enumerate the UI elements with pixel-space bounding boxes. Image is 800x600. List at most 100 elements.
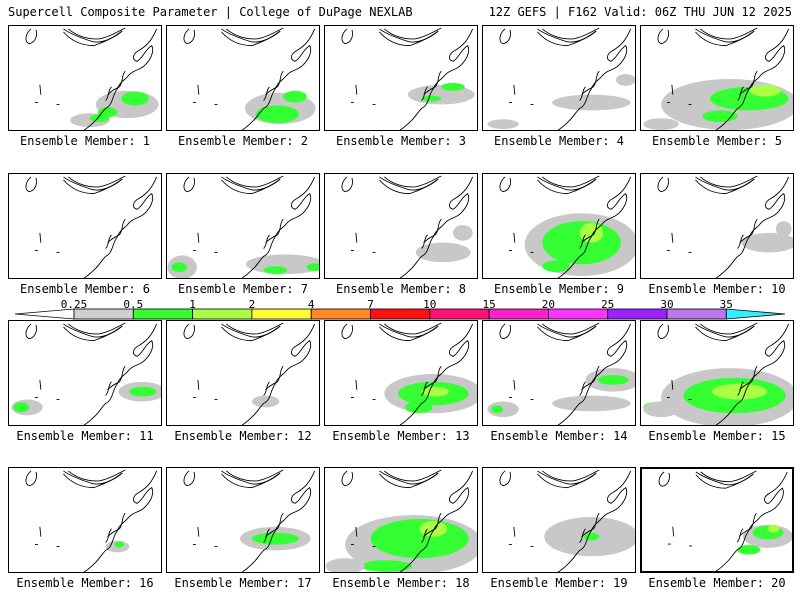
ensemble-map-svg (167, 175, 319, 278)
scp-shading (419, 520, 448, 537)
scale-low-arrow (14, 308, 75, 320)
scp-shading (487, 119, 519, 130)
ensemble-member-label: Ensemble Member: 7 (177, 282, 309, 296)
ensemble-member-map-19[interactable] (482, 467, 636, 573)
scp-shading (552, 94, 631, 111)
scp-shading (13, 402, 30, 413)
ensemble-member-map-7[interactable] (166, 173, 320, 279)
scp-shading (775, 221, 792, 237)
scale-tick-label: 10 (423, 298, 437, 311)
scale-tick-label: 4 (307, 298, 315, 311)
ensemble-map-svg (643, 27, 793, 130)
ensemble-member-map-4[interactable] (482, 25, 636, 131)
ensemble-member-label: Ensemble Member: 9 (493, 282, 625, 296)
ensemble-member-label: Ensemble Member: 17 (174, 576, 312, 590)
scp-shading (542, 260, 570, 273)
ensemble-member-map-13[interactable] (324, 320, 478, 426)
ensemble-member-label: Ensemble Member: 20 (648, 576, 786, 590)
ensemble-map-svg (487, 27, 635, 130)
ensemble-member-map-15[interactable] (640, 320, 794, 426)
scale-color-bin (488, 308, 549, 320)
ensemble-map-svg (25, 27, 159, 130)
scale-tick-label: 7 (367, 298, 374, 311)
ensemble-member-label: Ensemble Member: 1 (19, 134, 151, 148)
scale-high-arrow (725, 308, 786, 320)
scp-shading (251, 395, 280, 408)
scale-tick-label: 30 (660, 298, 674, 311)
ensemble-member-map-1[interactable] (8, 25, 162, 131)
ensemble-member-map-8[interactable] (324, 173, 478, 279)
ensemble-map-svg (499, 175, 635, 278)
ensemble-member-map-12[interactable] (166, 320, 320, 426)
color-scale-labels: 0.25 0.5 1 2 4 7 10 15 20 25 30 35 (0, 298, 800, 311)
scp-shading (597, 374, 629, 385)
ensemble-member-label: Ensemble Member: 4 (493, 134, 625, 148)
scp-shading (325, 558, 365, 572)
ensemble-member-map-2[interactable] (166, 25, 320, 131)
ensemble-map-svg (657, 175, 793, 278)
scale-tick-label: 35 (719, 298, 733, 311)
scp-shading (121, 91, 149, 106)
ensemble-member-label: Ensemble Member: 6 (19, 282, 151, 296)
ensemble-member-map-17[interactable] (166, 467, 320, 573)
ensemble-member-label: Ensemble Member: 19 (490, 576, 628, 590)
ensemble-member-map-9[interactable] (482, 173, 636, 279)
ensemble-map-svg (487, 322, 635, 425)
scp-shading (552, 395, 631, 412)
scale-color-bin (548, 308, 609, 320)
ensemble-member-map-6[interactable] (8, 173, 162, 279)
ensemble-member-label: Ensemble Member: 11 (16, 429, 154, 443)
scp-shading (360, 560, 412, 572)
ensemble-map-svg (183, 322, 316, 425)
ensemble-map-svg (25, 175, 158, 278)
scale-color-bin (429, 308, 490, 320)
ensemble-member-label: Ensemble Member: 13 (332, 429, 470, 443)
scp-shading (421, 95, 442, 102)
ensemble-map-svg (341, 27, 475, 130)
ensemble-member-label: Ensemble Member: 14 (490, 429, 628, 443)
ensemble-map-svg (341, 175, 474, 278)
ensemble-map-svg (183, 469, 316, 572)
scp-shading (491, 405, 504, 414)
ensemble-member-label: Ensemble Member: 5 (651, 134, 783, 148)
ensemble-member-label: Ensemble Member: 2 (177, 134, 309, 148)
scp-shading (171, 262, 188, 273)
page-title: Supercell Composite Parameter | College … (8, 5, 413, 19)
ensemble-map-svg (183, 27, 316, 130)
ensemble-map-svg (499, 469, 635, 572)
ensemble-member-map-10[interactable] (640, 173, 794, 279)
scale-color-bin (251, 308, 312, 320)
ensemble-member-map-16[interactable] (8, 467, 162, 573)
scale-color-bin (192, 308, 253, 320)
ensemble-member-map-20[interactable] (640, 467, 794, 573)
scp-shading (702, 110, 738, 123)
ensemble-member-label: Ensemble Member: 12 (174, 429, 312, 443)
scale-color-bin (132, 308, 194, 320)
scale-tick-label: 0.5 (123, 298, 144, 311)
scale-tick-label: 15 (482, 298, 496, 311)
ensemble-member-label: Ensemble Member: 16 (16, 576, 154, 590)
scp-shading (407, 84, 475, 105)
scale-tick-label: 2 (248, 298, 256, 311)
scp-shading (114, 541, 125, 548)
scp-shading (306, 263, 319, 272)
ensemble-member-map-5[interactable] (640, 25, 794, 131)
scp-shading (579, 223, 604, 243)
scp-shading (251, 532, 299, 545)
ensemble-member-label: Ensemble Member: 15 (648, 429, 786, 443)
ensemble-member-map-18[interactable] (324, 467, 478, 573)
valid-time-label: 12Z GEFS | F162 Valid: 06Z THU JUN 12 20… (488, 5, 792, 19)
scp-shading (255, 105, 299, 124)
scp-shading (283, 90, 307, 103)
scale-color-bin (310, 308, 371, 320)
ensemble-member-map-11[interactable] (8, 320, 162, 426)
scp-shading (768, 524, 780, 533)
scp-shading (749, 84, 781, 97)
ensemble-map-svg (341, 322, 477, 425)
ensemble-map-svg (658, 470, 792, 571)
scp-shading (643, 401, 679, 418)
ensemble-map-svg (325, 469, 477, 572)
ensemble-member-map-14[interactable] (482, 320, 636, 426)
ensemble-member-label: Ensemble Member: 18 (332, 576, 470, 590)
ensemble-member-map-3[interactable] (324, 25, 478, 131)
